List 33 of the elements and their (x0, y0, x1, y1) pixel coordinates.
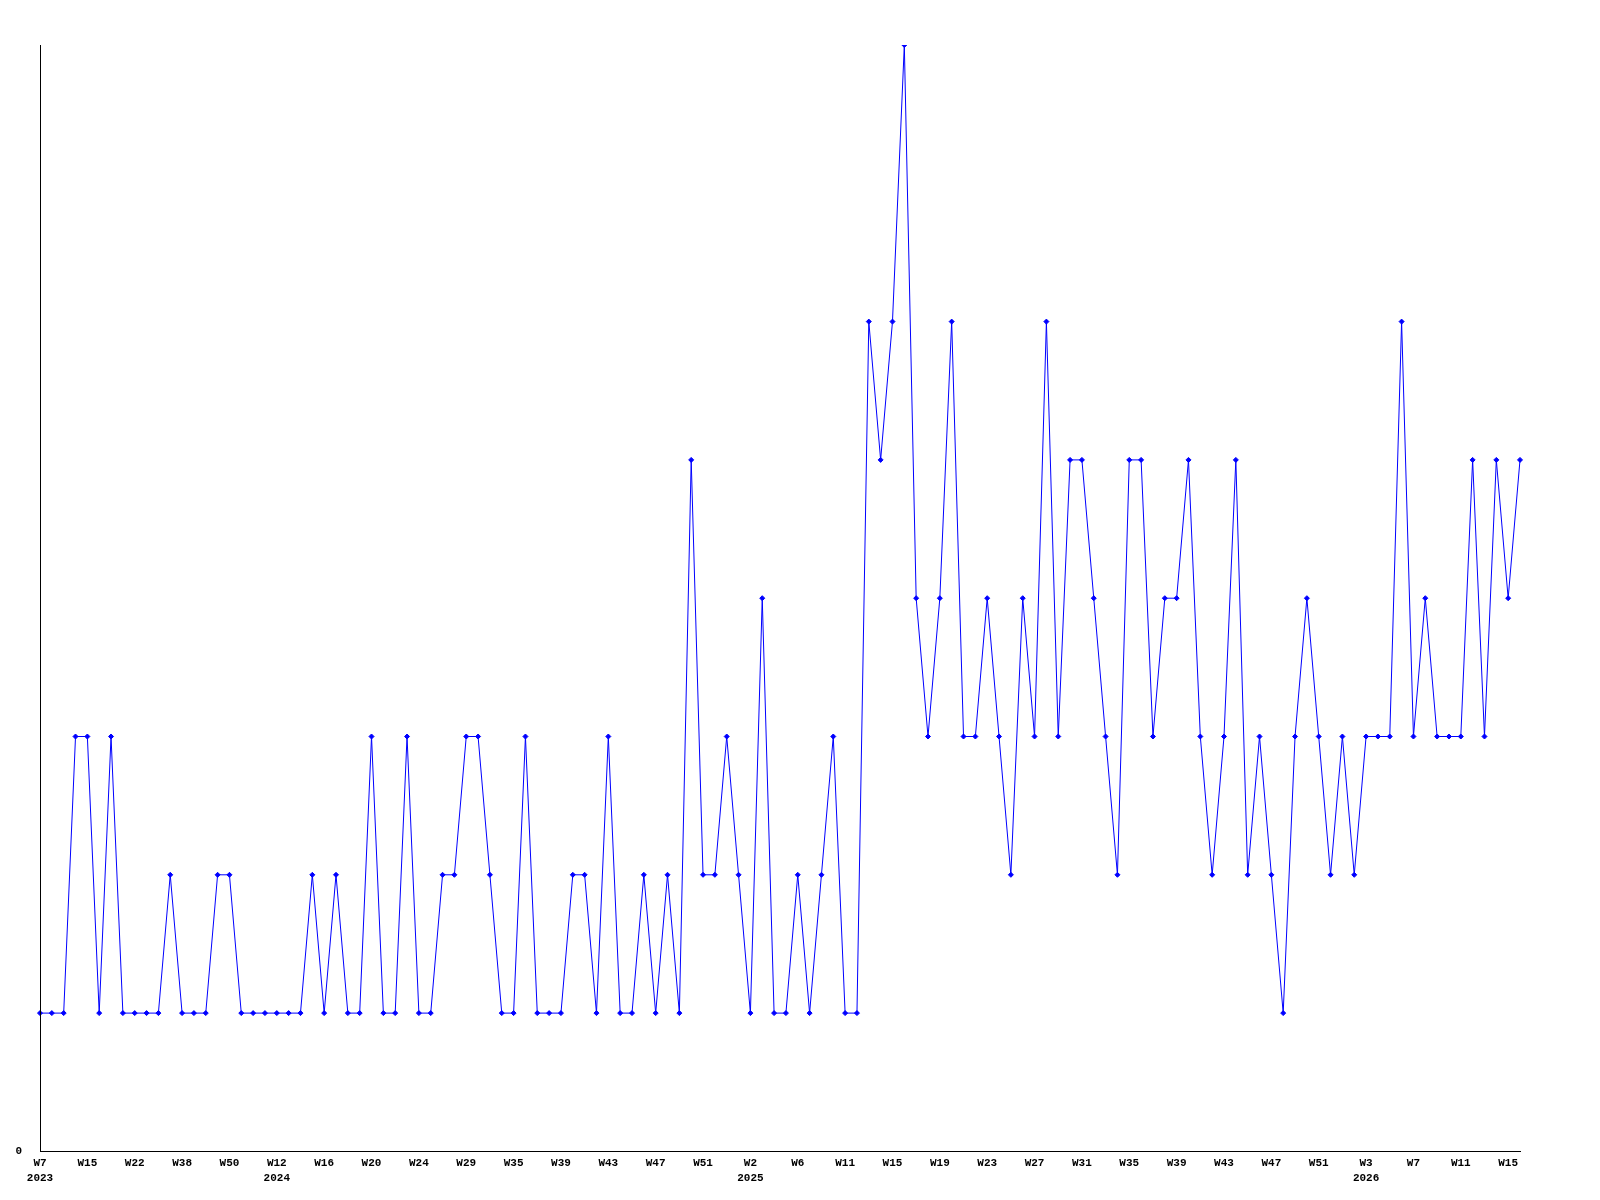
x-tick-label: W19 (929, 1157, 950, 1170)
x-tick-label: W29 (456, 1157, 477, 1170)
x-tick-label: W22 (124, 1157, 145, 1170)
x-tick-label: W27 (1024, 1157, 1045, 1170)
x-tick-label: W11 (835, 1157, 856, 1170)
x-tick-label: W51 (1308, 1157, 1330, 1170)
x-tick-label: W39 (1166, 1157, 1187, 1170)
x-tick-label: W7 2023 (26, 1157, 54, 1184)
x-tick-label: W43 (598, 1157, 619, 1170)
x-tick-label: W15 (882, 1157, 903, 1170)
x-tick-label: W47 (1261, 1157, 1282, 1170)
x-tick-label: W51 (693, 1157, 714, 1170)
x-tick-label: W16 (314, 1157, 335, 1170)
x-tick-label: W20 (361, 1157, 382, 1170)
x-tick-label: W31 (1072, 1157, 1093, 1170)
x-tick-label: W35 (503, 1157, 524, 1170)
text: 0 (15, 1145, 22, 1158)
x-tick-label: W24 (408, 1157, 430, 1170)
x-tick-label: W11 (1450, 1157, 1472, 1170)
x-tick-label: W12 2024 (263, 1157, 291, 1184)
x-tick-label: W35 (1119, 1157, 1140, 1170)
x-tick-label: W50 (219, 1157, 240, 1170)
x-tick-label: W43 (1214, 1157, 1235, 1170)
x-tick-label: W47 (645, 1157, 666, 1170)
x-tick-label: W23 (977, 1157, 998, 1170)
x-tick-label: W7 (1406, 1157, 1421, 1170)
x-tick-label: W15 (1498, 1157, 1519, 1170)
x-tick-label: W6 (791, 1157, 805, 1170)
x-tick-label: W2 2025 (737, 1157, 764, 1184)
x-tick-label: W3 2026 (1352, 1157, 1380, 1184)
x-tick-label: W39 (551, 1157, 571, 1170)
x-tick-label: W38 (172, 1157, 193, 1170)
x-tick-label: W15 (77, 1157, 98, 1170)
